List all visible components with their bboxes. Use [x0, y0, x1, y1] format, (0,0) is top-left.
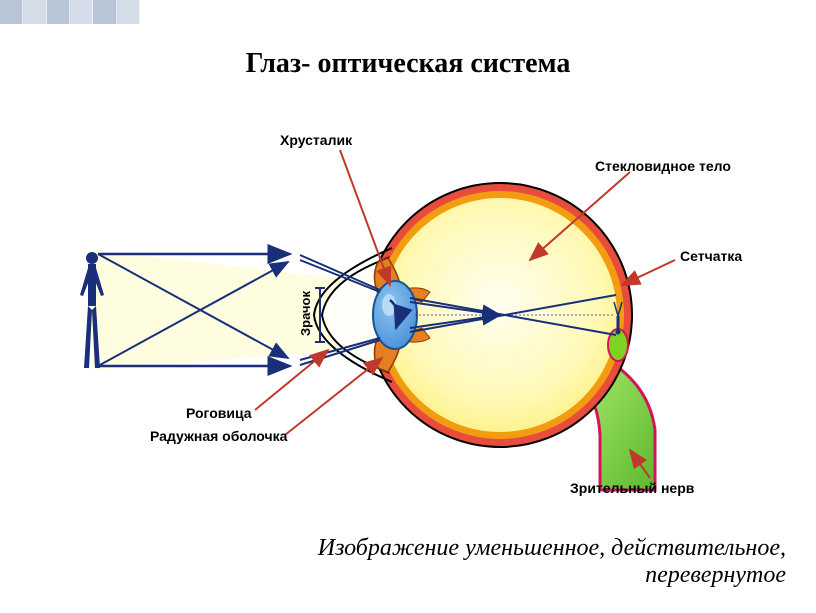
image-caption: Изображение уменьшенное, действительное,… [0, 535, 786, 589]
label-iris: Радужная оболочка [150, 428, 287, 444]
caption-line-1: Изображение уменьшенное, действительное, [318, 535, 786, 561]
caption-line-2: перевернутое [645, 562, 786, 588]
eye-diagram: Хрусталик Стекловидное тело Сетчатка Рог… [70, 130, 770, 500]
label-nerve: Зрительный нерв [570, 480, 694, 496]
label-lens: Хрусталик [280, 132, 352, 148]
label-retina: Сетчатка [680, 248, 742, 264]
label-vitreous: Стекловидное тело [595, 158, 731, 174]
corner-decoration [0, 0, 140, 24]
label-cornea: Роговица [186, 405, 252, 421]
label-pupil: Зрачок [298, 291, 313, 336]
page-title: Глаз- оптическая система [0, 48, 816, 80]
